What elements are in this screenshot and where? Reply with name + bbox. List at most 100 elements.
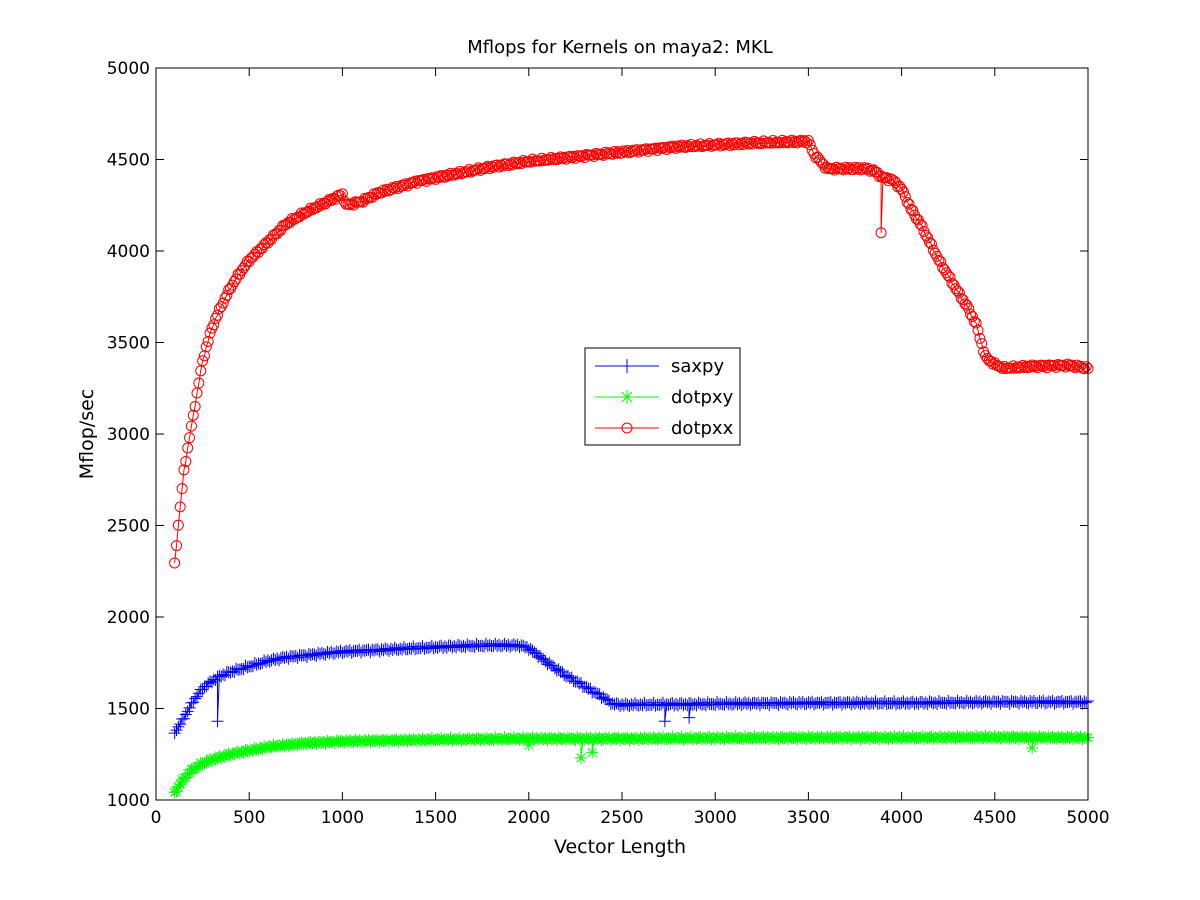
data-point xyxy=(905,203,917,215)
data-point xyxy=(778,137,790,149)
data-point xyxy=(782,137,794,149)
data-point xyxy=(556,153,568,165)
data-point xyxy=(182,442,194,454)
data-point xyxy=(1024,360,1036,372)
data-point xyxy=(554,151,566,163)
data-point xyxy=(627,144,639,156)
data-point xyxy=(568,150,580,162)
x-axis-label: Vector Length xyxy=(554,836,686,858)
data-point xyxy=(185,420,197,432)
data-point xyxy=(547,732,560,745)
data-point xyxy=(834,730,847,743)
series-saxpy xyxy=(168,637,1094,740)
data-point xyxy=(727,733,740,746)
data-point xyxy=(245,252,257,264)
data-point xyxy=(1067,733,1080,746)
data-point xyxy=(903,198,915,210)
data-point xyxy=(826,732,839,745)
data-point xyxy=(381,733,394,746)
data-point xyxy=(187,409,199,421)
data-point xyxy=(450,733,463,746)
data-point xyxy=(306,737,319,750)
legend-item-saxpy: saxpy xyxy=(595,356,724,377)
data-point xyxy=(953,287,965,299)
data-point xyxy=(552,731,565,744)
data-point xyxy=(675,730,688,743)
data-point xyxy=(491,159,503,171)
data-point xyxy=(618,145,630,157)
x-axis: 0 500 1000 1500 2000 2500 3000 3500 4000 4500 5000 xyxy=(151,68,1110,828)
legend-marker xyxy=(621,422,633,434)
data-point xyxy=(916,730,929,743)
data-point xyxy=(169,557,181,569)
data-point xyxy=(765,137,777,149)
data-point xyxy=(894,180,906,192)
y-axis-label: Mflop/sec xyxy=(76,389,98,479)
data-point xyxy=(1037,731,1050,744)
data-point xyxy=(565,732,578,745)
data-point xyxy=(1026,741,1039,754)
data-point xyxy=(938,264,950,276)
data-point xyxy=(1052,358,1064,370)
data-point xyxy=(858,731,871,744)
data-point xyxy=(431,733,444,746)
data-point xyxy=(847,164,859,176)
data-point xyxy=(209,752,222,765)
data-point xyxy=(1065,730,1078,743)
data-point xyxy=(500,158,512,170)
data-point xyxy=(972,324,984,336)
data-point xyxy=(172,519,184,531)
data-point xyxy=(1069,362,1081,374)
data-point xyxy=(659,142,671,154)
y-tick-label: 5000 xyxy=(107,59,150,79)
data-point xyxy=(279,219,291,231)
y-tick-label: 4000 xyxy=(107,242,150,262)
data-point xyxy=(689,141,701,153)
data-point xyxy=(666,730,679,743)
data-point xyxy=(221,289,233,301)
data-point xyxy=(933,254,945,266)
y-tick-label: 3000 xyxy=(107,425,150,445)
data-point xyxy=(238,262,250,274)
data-point xyxy=(569,734,582,747)
data-point xyxy=(1032,362,1044,374)
data-point xyxy=(310,202,322,214)
data-point xyxy=(664,142,676,154)
data-point xyxy=(653,731,666,744)
data-point xyxy=(793,730,806,743)
data-point xyxy=(851,163,863,175)
data-point xyxy=(547,154,559,166)
data-point xyxy=(210,312,222,324)
data-point xyxy=(256,743,269,756)
data-point xyxy=(958,732,971,745)
data-point xyxy=(774,137,786,149)
data-point xyxy=(189,400,201,412)
data-point xyxy=(271,228,283,240)
data-point xyxy=(683,711,696,724)
data-point xyxy=(211,715,224,728)
x-tick-label: 3000 xyxy=(694,808,737,828)
data-point xyxy=(906,729,919,742)
data-point xyxy=(487,734,500,747)
data-point xyxy=(1022,362,1034,374)
legend-label: dotpxx xyxy=(671,418,734,439)
data-point xyxy=(662,732,675,745)
data-point xyxy=(795,134,807,146)
data-point xyxy=(1074,730,1087,743)
data-point xyxy=(213,303,225,315)
data-point xyxy=(601,148,613,160)
legend-item-dotpxy: dotpxy xyxy=(595,387,734,408)
data-point xyxy=(1011,361,1023,373)
data-point xyxy=(718,733,731,746)
data-point xyxy=(732,137,744,149)
data-point xyxy=(724,732,737,745)
data-point xyxy=(590,147,602,159)
data-point xyxy=(335,190,347,202)
data-point xyxy=(839,731,852,744)
data-point xyxy=(1035,359,1047,371)
data-point xyxy=(496,734,509,747)
data-point xyxy=(620,146,632,158)
data-point xyxy=(168,786,181,799)
data-point xyxy=(856,163,868,175)
